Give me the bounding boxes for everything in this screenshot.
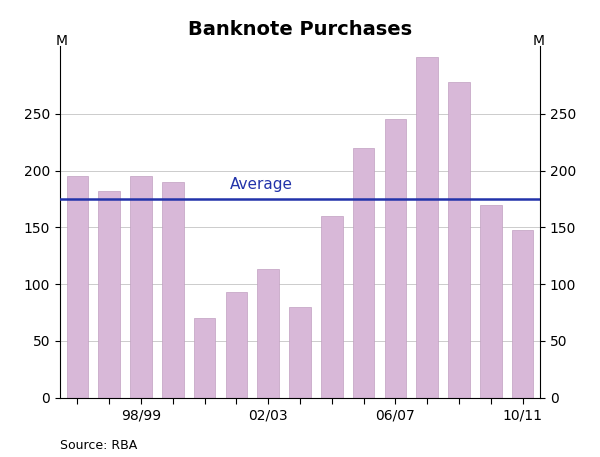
Text: M: M <box>532 34 544 48</box>
Bar <box>162 182 184 398</box>
Bar <box>130 176 152 398</box>
Bar <box>321 216 343 398</box>
Bar <box>448 82 470 398</box>
Title: Banknote Purchases: Banknote Purchases <box>188 20 412 38</box>
Bar <box>416 57 438 398</box>
Text: M: M <box>56 34 68 48</box>
Bar <box>480 205 502 398</box>
Text: Source: RBA: Source: RBA <box>60 440 137 452</box>
Bar <box>512 229 533 398</box>
Text: Average: Average <box>230 177 293 192</box>
Bar <box>257 269 279 398</box>
Bar <box>385 119 406 398</box>
Bar <box>98 191 120 398</box>
Bar <box>353 148 374 398</box>
Bar <box>226 292 247 398</box>
Bar <box>289 307 311 398</box>
Bar <box>194 318 215 398</box>
Bar <box>67 176 88 398</box>
